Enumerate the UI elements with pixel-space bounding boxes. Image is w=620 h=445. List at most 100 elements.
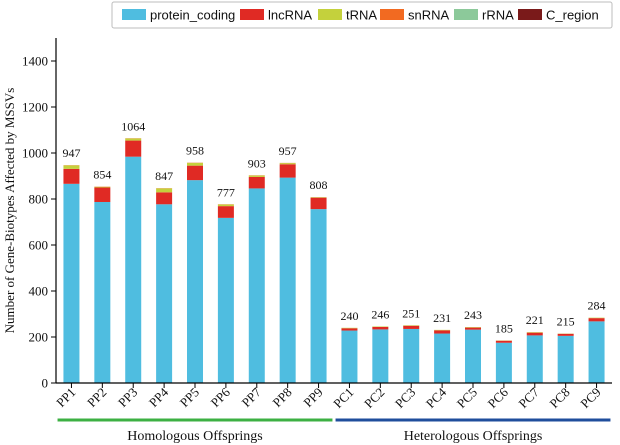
value-label-pc1: 240 <box>340 309 358 323</box>
x-tick-label-pp7: PP7 <box>238 384 264 410</box>
legend-label-c-region: C_region <box>546 8 599 23</box>
bar-pp6-protein-coding <box>217 217 234 383</box>
value-label-pp8: 957 <box>279 144 297 158</box>
x-tick-label-pp9: PP9 <box>300 385 325 410</box>
bar-pc2-protein-coding <box>372 329 389 383</box>
x-tick-label-pp3: PP3 <box>115 385 140 410</box>
legend-label-lncrna: lncRNA <box>268 8 312 23</box>
value-label-pc9: 284 <box>588 299 606 313</box>
bar-pc7-lncrna <box>526 332 543 336</box>
bar-pp1-trna <box>63 165 80 169</box>
bar-pp3-trna <box>125 138 142 141</box>
bar-pp8-protein-coding <box>279 177 296 383</box>
x-tick-label-pc6: PC6 <box>485 384 512 411</box>
legend-box <box>111 1 613 29</box>
value-label-pc2: 246 <box>371 307 389 321</box>
legend-label-rrna: rRNA <box>482 8 514 23</box>
bar-pc3-lncrna <box>403 325 420 329</box>
legend-swatch-c-region <box>518 9 542 20</box>
bar-pc4-lncrna <box>434 330 451 334</box>
x-tick-label-pp6: PP6 <box>208 384 234 410</box>
bar-pc9-protein-coding <box>588 321 605 383</box>
bar-pp9-protein-coding <box>310 209 327 383</box>
bar-pc8-protein-coding <box>557 335 574 383</box>
bar-pp8-lncrna <box>279 164 296 178</box>
legend-label-protein-coding: protein_coding <box>150 8 235 23</box>
bar-pc5-lncrna <box>465 327 481 330</box>
y-tick-label: 600 <box>29 238 49 253</box>
bar-pp4-protein-coding <box>156 204 173 383</box>
y-tick-label: 1000 <box>22 146 48 161</box>
bar-pc8-lncrna <box>557 333 574 336</box>
value-label-pp3: 1064 <box>121 119 145 133</box>
bar-pp1-protein-coding <box>63 183 80 383</box>
bar-pp5-lncrna <box>187 165 203 181</box>
x-tick-label-pp4: PP4 <box>146 384 172 410</box>
value-label-pc3: 251 <box>402 306 420 320</box>
bar-pp1-lncrna <box>63 168 80 184</box>
bar-pc7-protein-coding <box>526 335 543 383</box>
value-label-pc5: 243 <box>464 308 482 322</box>
value-label-pp7: 903 <box>248 156 266 170</box>
bar-pc2-lncrna <box>372 326 389 330</box>
value-label-pp2: 854 <box>93 168 111 182</box>
bar-pc4-protein-coding <box>434 333 451 383</box>
legend-swatch-lncrna <box>240 9 264 20</box>
value-label-pp4: 847 <box>155 169 173 183</box>
legend-swatch-snrna <box>380 9 404 20</box>
bar-pp2-trna <box>94 186 111 188</box>
x-tick-label-pp2: PP2 <box>84 385 109 410</box>
y-tick-label: 0 <box>42 376 49 391</box>
legend-label-trna: tRNA <box>346 8 377 23</box>
x-tick-label-pp5: PP5 <box>177 385 202 410</box>
bar-pc6-lncrna <box>495 340 512 343</box>
bar-pp4-lncrna <box>156 192 173 205</box>
bar-pp4-trna <box>156 188 173 193</box>
group-brackets-layer: Homologous Offsprings Heterologous Offspr… <box>57 418 611 444</box>
legend-label-snrna: snRNA <box>408 8 450 23</box>
bar-pc6-protein-coding <box>495 342 512 383</box>
bar-pp3-lncrna <box>125 140 142 157</box>
bar-pp7-lncrna <box>248 176 265 189</box>
bar-pp9-lncrna <box>310 197 327 210</box>
y-tick-label: 1400 <box>22 54 48 69</box>
value-label-pp6: 777 <box>217 185 235 199</box>
bar-pp2-lncrna <box>94 187 111 202</box>
x-tick-label-pc4: PC4 <box>423 384 450 411</box>
legend-swatch-protein-coding <box>122 9 146 20</box>
bar-pp6-lncrna <box>217 206 234 218</box>
legend-swatch-rrna <box>454 9 478 20</box>
bar-pp6-trna <box>217 204 234 207</box>
value-label-pc7: 221 <box>526 313 544 327</box>
x-tick-label-pp8: PP8 <box>269 385 294 410</box>
bar-pp5-trna <box>187 162 203 166</box>
x-tick-label-pp1: PP1 <box>53 385 78 410</box>
bar-pc5-protein-coding <box>465 329 481 383</box>
y-tick-label: 1200 <box>22 100 48 115</box>
y-tick-label: 800 <box>29 192 49 207</box>
x-tick-label-pc1: PC1 <box>330 385 356 411</box>
bar-pp3-protein-coding <box>125 156 142 383</box>
y-tick-label: 400 <box>29 284 49 299</box>
legend: protein_coding lncRNA tRNA snRNA rRNA C_regio… <box>111 1 613 29</box>
legend-swatch-trna <box>318 9 342 20</box>
bar-pc9-lncrna <box>588 318 605 322</box>
x-tick-label-pc9: PC9 <box>577 385 603 411</box>
group-label-1: Homologous Offsprings <box>127 429 262 444</box>
bar-pc3-protein-coding <box>403 328 420 383</box>
x-tick-label-pc2: PC2 <box>361 385 387 411</box>
y-tick-label: 200 <box>29 330 49 345</box>
bar-pc1-protein-coding <box>341 330 358 383</box>
bars-layer <box>63 138 605 383</box>
value-labels-layer: 947 854 1064 847 958 777 903 957 808 240 246 251 231… <box>62 119 605 335</box>
bar-pc1-lncrna <box>341 328 358 331</box>
group-label-2: Heterologous Offsprings <box>404 429 543 444</box>
x-tick-label-pc5: PC5 <box>454 385 480 411</box>
value-label-pp1: 947 <box>62 146 80 160</box>
value-label-pc8: 215 <box>557 315 575 329</box>
y-axis-title: Number of Gene-Biotypes Affected by MSSV… <box>2 88 17 334</box>
x-tick-label-pc8: PC8 <box>546 385 572 411</box>
value-label-pp5: 958 <box>186 144 204 158</box>
value-label-pp9: 808 <box>310 178 328 192</box>
